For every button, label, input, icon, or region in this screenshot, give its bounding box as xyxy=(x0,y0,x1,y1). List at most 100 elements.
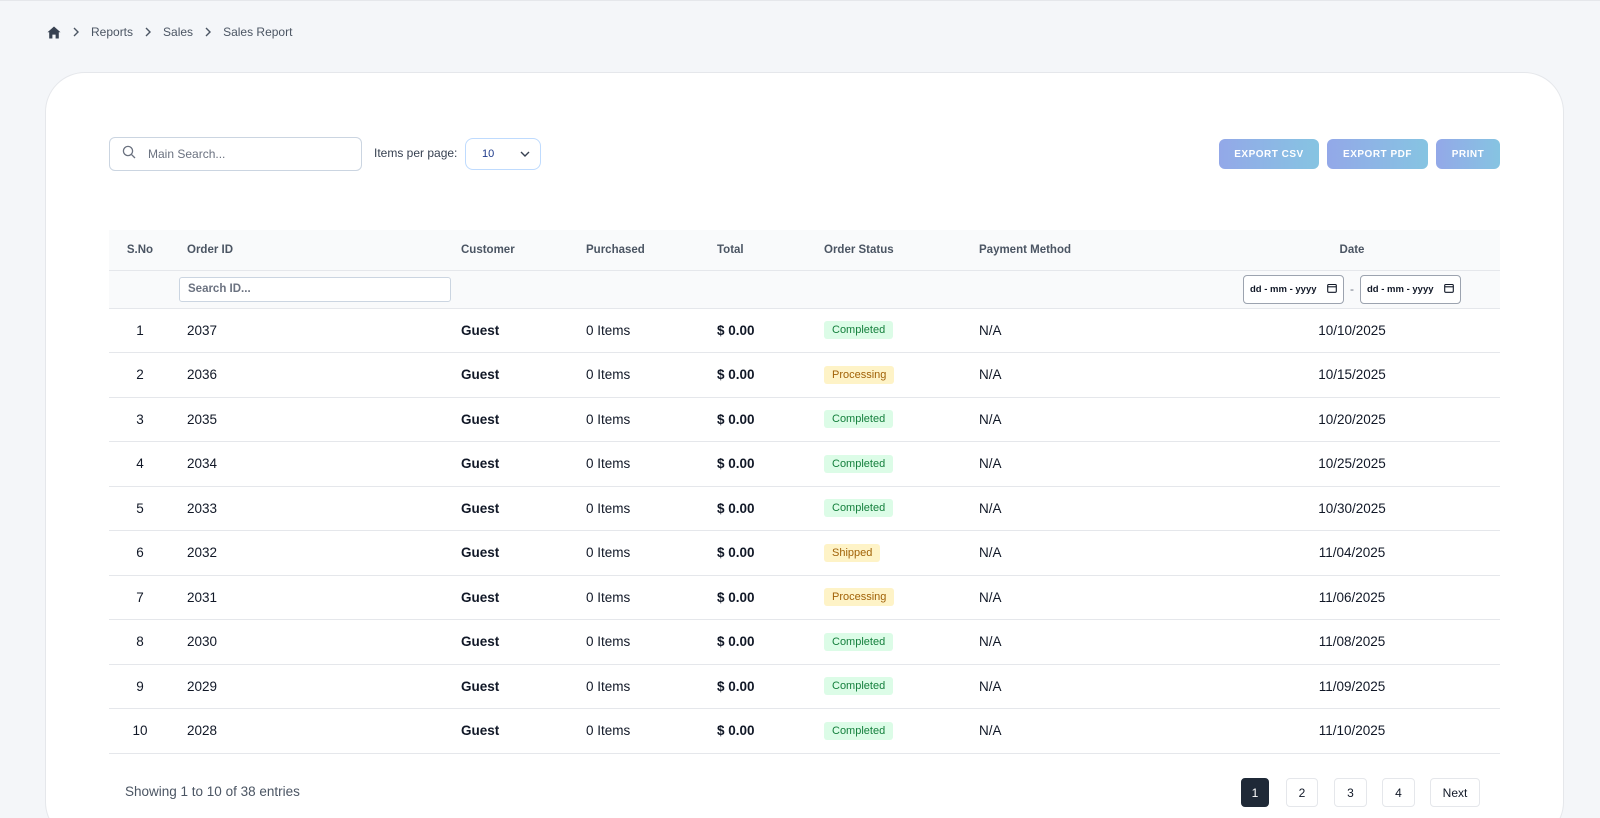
cell-order-status: Completed xyxy=(824,308,979,353)
table-filter-row: dd - mm - yyyy - dd - mm - yyyy xyxy=(109,270,1500,309)
breadcrumb-item-sales[interactable]: Sales xyxy=(163,25,194,39)
cell-payment-method: N/A xyxy=(979,397,1204,442)
date-to-input[interactable]: dd - mm - yyyy xyxy=(1360,274,1461,304)
cell-total: $ 0.00 xyxy=(717,486,824,531)
status-badge: Completed xyxy=(824,632,894,651)
table-row[interactable]: 1 2037 Guest 0 Items $ 0.00 Completed N/A 10/10… xyxy=(109,308,1500,353)
calendar-icon[interactable] xyxy=(1444,283,1454,296)
cell-order-status: Shipped xyxy=(824,530,979,576)
cell-purchased: 0 Items xyxy=(586,530,717,576)
chevron-right-icon xyxy=(71,25,81,39)
chevron-down-icon xyxy=(520,148,530,160)
column-header-order-id[interactable]: Order ID xyxy=(171,230,461,271)
cell-order-id[interactable]: 2028 xyxy=(171,708,461,754)
cell-sno: 5 xyxy=(109,486,171,531)
cell-total: $ 0.00 xyxy=(717,530,824,576)
cell-total: $ 0.00 xyxy=(717,308,824,353)
filter-cell-empty xyxy=(461,270,586,309)
table-row[interactable]: 10 2028 Guest 0 Items $ 0.00 Completed N/A 11/1… xyxy=(109,708,1500,754)
table-row[interactable]: 7 2031 Guest 0 Items $ 0.00 Processing N/A 11/0… xyxy=(109,575,1500,620)
cell-sno: 4 xyxy=(109,441,171,487)
table-row[interactable]: 8 2030 Guest 0 Items $ 0.00 Completed N/A 11/08… xyxy=(109,619,1500,665)
cell-purchased: 0 Items xyxy=(586,397,717,442)
cell-order-id[interactable]: 2029 xyxy=(171,664,461,709)
table-row[interactable]: 4 2034 Guest 0 Items $ 0.00 Completed N/A 10/25… xyxy=(109,441,1500,487)
export-pdf-button[interactable]: EXPORT PDF xyxy=(1327,139,1428,169)
cell-sno: 2 xyxy=(109,352,171,398)
breadcrumb-item-reports[interactable]: Reports xyxy=(91,25,134,39)
items-per-page-label: Items per page: xyxy=(374,146,458,160)
chevron-right-icon xyxy=(203,25,213,39)
table-row[interactable]: 5 2033 Guest 0 Items $ 0.00 Completed N/A 10/30… xyxy=(109,486,1500,531)
column-header-sno[interactable]: S.No xyxy=(109,230,171,271)
cell-order-id[interactable]: 2037 xyxy=(171,308,461,353)
cell-order-id[interactable]: 2033 xyxy=(171,486,461,531)
status-badge: Processing xyxy=(824,588,895,607)
cell-order-status: Processing xyxy=(824,575,979,620)
cell-customer: Guest xyxy=(461,575,586,620)
cell-order-id[interactable]: 2031 xyxy=(171,575,461,620)
table-row[interactable]: 3 2035 Guest 0 Items $ 0.00 Completed N/A 10/20… xyxy=(109,397,1500,442)
column-header-total[interactable]: Total xyxy=(717,230,824,271)
cell-order-id[interactable]: 2035 xyxy=(171,397,461,442)
cell-sno: 9 xyxy=(109,664,171,709)
cell-sno: 7 xyxy=(109,575,171,620)
column-header-order-status[interactable]: Order Status xyxy=(824,230,979,271)
status-badge: Completed xyxy=(824,454,894,473)
cell-order-id[interactable]: 2034 xyxy=(171,441,461,487)
cell-total: $ 0.00 xyxy=(717,441,824,487)
cell-customer: Guest xyxy=(461,486,586,531)
cell-order-status: Completed xyxy=(824,619,979,665)
chevron-right-icon xyxy=(143,25,153,39)
cell-date: 11/08/2025 xyxy=(1204,619,1500,665)
column-header-customer[interactable]: Customer xyxy=(461,230,586,271)
status-badge: Completed xyxy=(824,321,894,340)
cell-order-status: Completed xyxy=(824,441,979,487)
cell-date: 11/10/2025 xyxy=(1204,708,1500,754)
cell-customer: Guest xyxy=(461,308,586,353)
cell-order-status: Completed xyxy=(824,708,979,754)
page-button-4[interactable]: 4 xyxy=(1382,778,1415,807)
page-button-1[interactable]: 1 xyxy=(1241,778,1269,807)
column-header-date[interactable]: Date xyxy=(1204,230,1500,271)
cell-date: 10/15/2025 xyxy=(1204,352,1500,398)
calendar-icon[interactable] xyxy=(1327,283,1337,296)
cell-total: $ 0.00 xyxy=(717,619,824,665)
cell-order-status: Completed xyxy=(824,664,979,709)
items-per-page-select[interactable]: 10 xyxy=(465,138,541,170)
cell-customer: Guest xyxy=(461,530,586,576)
column-header-purchased[interactable]: Purchased xyxy=(586,230,717,271)
filter-cell-empty xyxy=(109,270,171,309)
export-csv-button[interactable]: EXPORT CSV xyxy=(1219,139,1319,169)
cell-total: $ 0.00 xyxy=(717,664,824,709)
cell-customer: Guest xyxy=(461,664,586,709)
date-from-input[interactable]: dd - mm - yyyy xyxy=(1243,274,1344,304)
cell-payment-method: N/A xyxy=(979,308,1204,353)
table-row[interactable]: 2 2036 Guest 0 Items $ 0.00 Processing N/A 10/1… xyxy=(109,352,1500,398)
main-search xyxy=(109,137,362,171)
cell-order-id[interactable]: 2030 xyxy=(171,619,461,665)
cell-date: 11/06/2025 xyxy=(1204,575,1500,620)
table-body: 1 2037 Guest 0 Items $ 0.00 Completed N/A 10/10… xyxy=(109,308,1500,754)
table-row[interactable]: 9 2029 Guest 0 Items $ 0.00 Completed N/A 11/09… xyxy=(109,664,1500,709)
date-range-filter: dd - mm - yyyy - dd - mm - yyyy xyxy=(1204,274,1500,304)
cell-date: 11/09/2025 xyxy=(1204,664,1500,709)
next-page-button[interactable]: Next xyxy=(1430,778,1480,807)
table-row[interactable]: 6 2032 Guest 0 Items $ 0.00 Shipped N/A 11/04/2… xyxy=(109,530,1500,576)
order-id-filter-input[interactable] xyxy=(179,276,451,302)
cell-payment-method: N/A xyxy=(979,575,1204,620)
column-header-payment-method[interactable]: Payment Method xyxy=(979,230,1204,271)
print-button[interactable]: PRINT xyxy=(1436,139,1500,169)
page-button-2[interactable]: 2 xyxy=(1286,778,1318,807)
cell-total: $ 0.00 xyxy=(717,575,824,620)
cell-order-status: Processing xyxy=(824,352,979,398)
cell-customer: Guest xyxy=(461,352,586,398)
cell-order-id[interactable]: 2036 xyxy=(171,352,461,398)
sales-table: S.No Order ID Customer Purchased Total O… xyxy=(109,230,1500,754)
home-icon[interactable] xyxy=(47,25,61,39)
page-button-3[interactable]: 3 xyxy=(1334,778,1367,807)
main-search-input[interactable] xyxy=(148,147,348,161)
cell-order-id[interactable]: 2032 xyxy=(171,530,461,576)
cell-customer: Guest xyxy=(461,397,586,442)
breadcrumb: Reports Sales Sales Report xyxy=(47,25,292,39)
